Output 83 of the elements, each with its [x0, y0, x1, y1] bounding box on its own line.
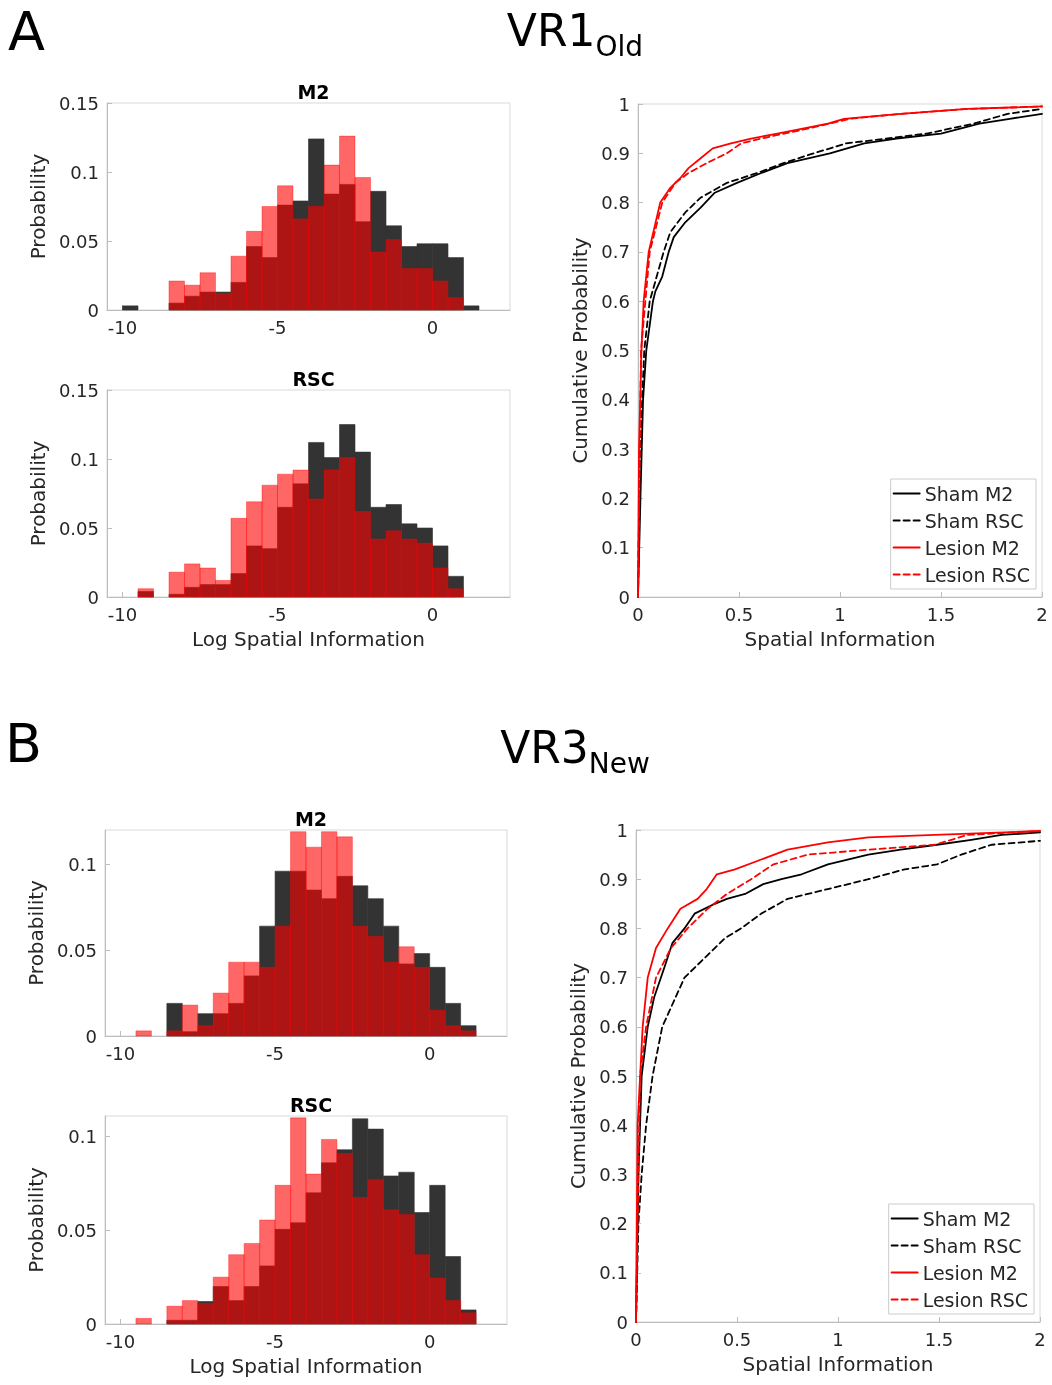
text: VR1$_{Old}$	[505, 5, 645, 63]
y-tick-label: 0.7	[599, 967, 628, 989]
x-axis-title: Log Spatial Information	[189, 1354, 423, 1378]
y-tick-label: 0	[87, 299, 99, 321]
y-tick-label: 0.05	[56, 939, 97, 961]
y-tick-label: 0.1	[599, 1262, 628, 1284]
y-axis-title: Probability	[26, 153, 51, 260]
y-axis-title: Probability	[24, 879, 49, 986]
y-tick-label: 0.1	[70, 448, 99, 470]
y-tick-label: 0.1	[70, 161, 99, 183]
legend-label: Sham RSC	[924, 509, 1024, 532]
y-tick-label: 0.1	[601, 537, 630, 559]
y-tick-label: 0.3	[599, 1163, 628, 1185]
y-tick-label: 0.1	[68, 853, 97, 875]
y-tick-label: 0.7	[601, 241, 630, 263]
x-tick-label: -5	[268, 316, 287, 338]
y-tick-label: 0	[87, 586, 99, 608]
legend-label: Sham M2	[922, 1207, 1012, 1230]
x-tick-label: 0.5	[722, 1328, 752, 1350]
x-tick-label: 1	[832, 1328, 844, 1350]
y-tick-label: 1	[616, 819, 628, 841]
y-tick-label: 0	[616, 1311, 628, 1333]
x-tick-label: -5	[266, 1042, 285, 1064]
y-tick-label: 0.15	[58, 92, 99, 114]
chart-title: M2	[294, 807, 328, 830]
y-axis-title: Probability	[24, 1166, 49, 1273]
y-tick-label: 0.05	[56, 1219, 97, 1241]
legend-label: Lesion RSC	[924, 563, 1031, 586]
chart-title: RSC	[289, 1093, 333, 1116]
x-tick-label: 0	[426, 316, 439, 338]
y-tick-label: 0.2	[601, 487, 630, 509]
y-axis-title: Probability	[26, 440, 51, 547]
x-tick-label: 1.5	[924, 1328, 954, 1350]
legend-label: Sham M2	[924, 482, 1014, 505]
y-tick-label: 0.9	[601, 142, 630, 164]
x-tick-label: 1	[834, 603, 846, 625]
y-tick-label: 0	[85, 1025, 97, 1047]
text: A	[8, 0, 45, 63]
y-axis-title: Cumulative Probability	[566, 962, 591, 1190]
y-tick-label: 0.8	[599, 917, 628, 939]
x-tick-label: -10	[105, 1042, 136, 1064]
y-tick-label: 0.8	[601, 192, 630, 214]
y-tick-label: 0.4	[599, 1114, 628, 1136]
y-tick-label: 0.3	[601, 438, 630, 460]
chart-title: M2	[297, 80, 330, 103]
x-axis-title: Spatial Information	[744, 627, 936, 651]
x-tick-label: 2	[1034, 1328, 1046, 1350]
y-tick-label: 0.6	[601, 290, 630, 312]
y-tick-label: 0.5	[601, 340, 630, 361]
y-tick-label: 0.05	[58, 517, 99, 539]
x-tick-label: 0	[423, 1042, 436, 1064]
y-axis-title: Cumulative Probability	[568, 237, 593, 464]
x-axis-title: Spatial Information	[742, 1352, 934, 1376]
text: VR3$_{New}$	[499, 722, 651, 780]
x-tick-label: 1.5	[926, 603, 956, 625]
chart-title: RSC	[292, 367, 335, 390]
x-tick-label: -5	[268, 603, 287, 625]
x-tick-label: -10	[107, 316, 138, 338]
legend-label: Lesion M2	[922, 1261, 1018, 1284]
legend-label: Sham RSC	[922, 1234, 1022, 1257]
y-tick-label: 0.05	[58, 230, 99, 252]
x-axis-title: Log Spatial Information	[191, 627, 426, 651]
y-tick-label: 0.9	[599, 868, 628, 890]
x-tick-label: -5	[266, 1330, 285, 1352]
y-tick-label: 0.15	[58, 379, 99, 401]
x-tick-label: 0	[423, 1330, 436, 1352]
x-tick-label: 0.5	[724, 603, 754, 625]
y-tick-label: 0	[85, 1313, 97, 1335]
y-tick-label: 1	[618, 93, 630, 115]
x-tick-label: 2	[1036, 603, 1048, 625]
y-tick-label: 0.1	[68, 1126, 97, 1148]
y-tick-label: 0.4	[601, 389, 630, 411]
y-tick-label: 0.5	[599, 1065, 628, 1087]
x-tick-label: -10	[105, 1330, 136, 1352]
x-tick-label: 0	[632, 603, 644, 625]
legend-label: Lesion RSC	[922, 1288, 1029, 1311]
legend-label: Lesion M2	[924, 536, 1020, 559]
x-tick-label: -10	[107, 603, 138, 625]
y-tick-label: 0.2	[599, 1213, 628, 1235]
text: B	[5, 712, 43, 775]
y-tick-label: 0	[618, 586, 630, 608]
y-tick-label: 0.6	[599, 1016, 628, 1038]
x-tick-label: 0	[426, 603, 439, 625]
